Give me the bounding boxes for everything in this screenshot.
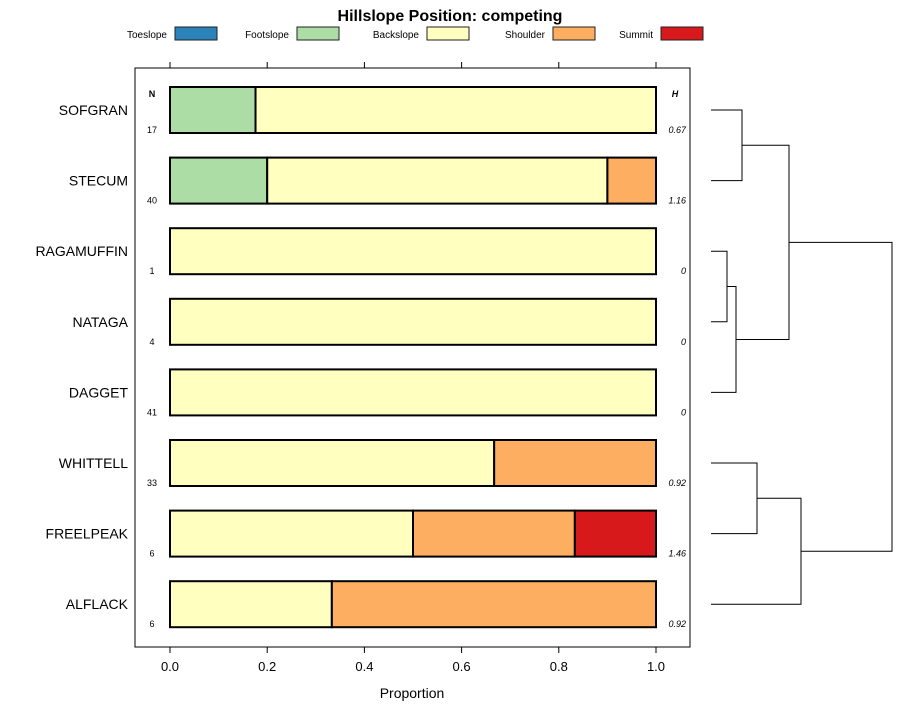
x-tick-label: 0.4 (355, 659, 373, 674)
dendrogram-branch (711, 497, 802, 605)
bar-segment-summit (573, 509, 658, 558)
category-label: STECUM (69, 173, 128, 189)
dendrogram-branch (711, 286, 737, 393)
category-label: DAGGET (69, 384, 129, 400)
category-label: FREELPEAK (46, 526, 129, 542)
dendrogram-branch (736, 144, 790, 340)
bar-segment-footslope (169, 156, 269, 205)
h-value: 0.92 (668, 619, 686, 629)
h-value: 0 (681, 266, 686, 276)
n-header: N (149, 89, 156, 99)
legend-swatch (426, 26, 470, 41)
n-value: 17 (147, 125, 157, 135)
dendrogram-branch (711, 462, 758, 535)
x-tick-label: 0.2 (258, 659, 276, 674)
legend-swatch (552, 26, 596, 41)
chart-title: Hillslope Position: competing (338, 8, 563, 25)
dendrogram (711, 109, 893, 605)
dendrogram-branch (789, 241, 893, 552)
x-tick-label: 0.6 (453, 659, 471, 674)
n-value: 40 (147, 196, 157, 206)
dendrogram-branch (711, 109, 743, 182)
x-tick-label: 1.0 (647, 659, 665, 674)
plot-panel (134, 67, 691, 648)
bar-segment-shoulder (412, 509, 576, 558)
x-tick-label: 0.0 (161, 659, 179, 674)
h-value: 0.92 (668, 478, 686, 488)
h-header: H (672, 89, 679, 99)
h-value: 1.16 (668, 196, 686, 206)
bar-segment-backslope (169, 509, 414, 558)
bar-segment-backslope (169, 227, 657, 276)
category-label: SOFGRAN (59, 102, 128, 118)
n-value: 6 (149, 619, 154, 629)
category-label: RAGAMUFFIN (35, 243, 128, 259)
category-label: WHITTELL (59, 455, 128, 471)
h-value: 0 (681, 337, 686, 347)
bar-segment-shoulder (330, 580, 657, 629)
bar-segment-backslope (169, 368, 657, 417)
h-value: 0.67 (668, 125, 687, 135)
legend-label: Summit (619, 30, 653, 41)
bar-segment-backslope (169, 439, 496, 487)
legend: Toeslope Footslope Backslope Shoulder Summit (127, 26, 704, 41)
legend-label: Toeslope (127, 30, 167, 41)
n-value: 33 (147, 478, 157, 488)
category-label: NATAGA (73, 314, 129, 330)
bar-segment-backslope (254, 86, 657, 134)
bar-segment-shoulder (606, 156, 658, 205)
x-axis: 0.0 0.2 0.4 0.6 0.8 1.0 (161, 62, 665, 674)
x-axis-label: Proportion (380, 685, 445, 701)
bar-segment-backslope (169, 580, 333, 629)
legend-label: Shoulder (505, 30, 546, 41)
n-value: 1 (149, 266, 154, 276)
bar-segment-backslope (266, 156, 609, 205)
n-value: 41 (147, 407, 157, 417)
legend-swatch (174, 26, 218, 41)
legend-label: Footslope (245, 30, 289, 41)
legend-swatch (296, 26, 340, 41)
n-value: 6 (149, 549, 154, 559)
h-value: 0 (681, 407, 686, 417)
bar-segment-backslope (169, 297, 657, 346)
h-value: 1.46 (668, 549, 686, 559)
n-value: 4 (149, 337, 154, 347)
category-label: ALFLACK (66, 596, 129, 612)
dendrogram-branch (711, 250, 728, 323)
bar-segment-shoulder (493, 439, 657, 487)
legend-swatch (660, 26, 704, 41)
legend-label: Backslope (373, 30, 420, 41)
x-tick-label: 0.8 (550, 659, 568, 674)
bar-segment-footslope (169, 86, 257, 134)
